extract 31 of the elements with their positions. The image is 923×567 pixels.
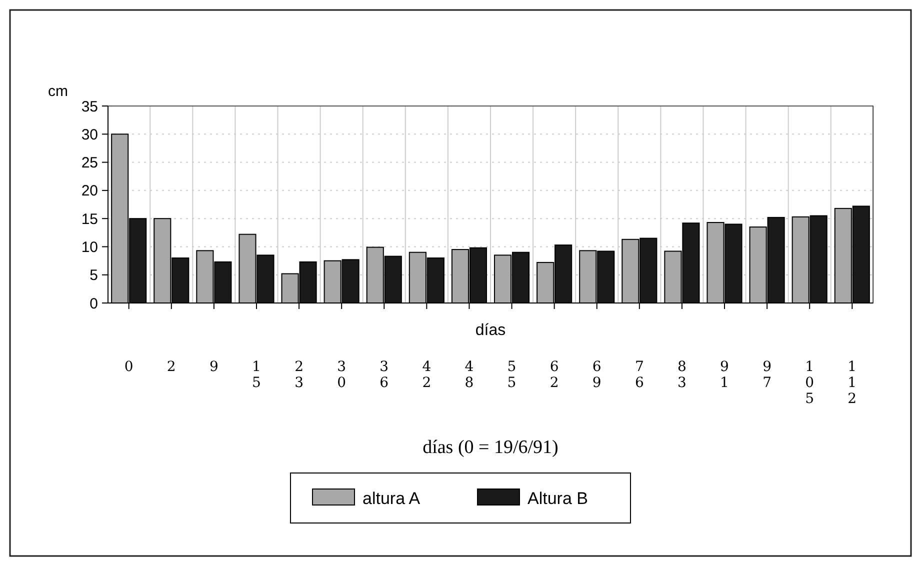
x-tick-label: 55	[504, 359, 520, 391]
text: días (0 = 19/6/91)	[422, 437, 558, 458]
x-tick-label: 0	[120, 359, 137, 375]
y-tick-label: 30	[81, 126, 98, 144]
y-tick-label: 0	[90, 295, 98, 312]
x-tick-label: 69	[588, 359, 605, 391]
y-axis-title: cm	[48, 83, 68, 100]
y-tick-label: 10	[81, 238, 98, 256]
x-tick-label: 91	[716, 359, 733, 391]
x-axis-title: días	[475, 322, 506, 339]
y-tick-label: 25	[81, 154, 98, 172]
legend-label: altura A	[362, 488, 421, 508]
x-tick-label: 2	[163, 359, 180, 375]
x-tick-label: 76	[631, 359, 648, 391]
x-tick-label: 30	[334, 359, 350, 391]
x-tick-label: 42	[418, 359, 435, 391]
x-tick-label: 36	[376, 359, 392, 391]
x-tick-label: 9	[206, 359, 222, 375]
x-tick-label: 23	[291, 359, 308, 391]
x-tick-label: 97	[759, 359, 776, 391]
legend-label: Altura B	[528, 488, 588, 508]
y-tick-label: 5	[90, 267, 98, 284]
x-tick-label: 15	[248, 359, 264, 391]
x-tick-label: 83	[674, 359, 690, 391]
x-tick-label: 48	[461, 359, 478, 391]
x-tick-label: 112	[844, 359, 860, 407]
y-tick-label: 20	[81, 182, 98, 200]
x-tick-label: 105	[802, 359, 818, 407]
y-tick-label: 15	[81, 210, 98, 228]
x-tick-label: 62	[546, 359, 562, 391]
y-tick-label: 35	[81, 98, 98, 116]
